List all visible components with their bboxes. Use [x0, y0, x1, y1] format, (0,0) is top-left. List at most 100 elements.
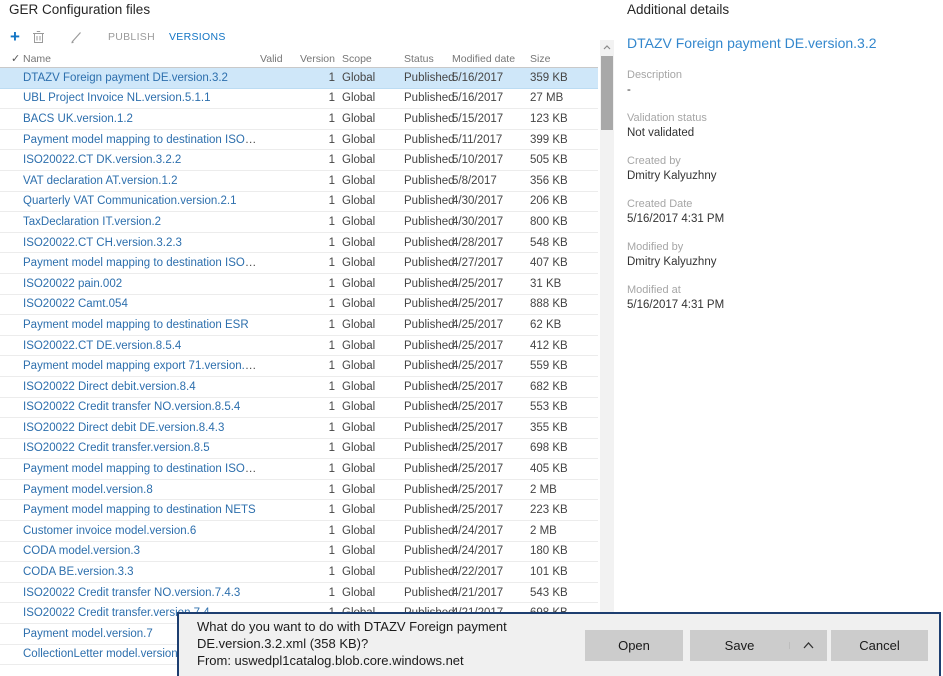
- file-name-link[interactable]: VAT declaration AT.version.1.2: [23, 174, 178, 187]
- file-name-link[interactable]: ISO20022.CT CH.version.3.2.3: [23, 236, 182, 249]
- file-name-link[interactable]: BACS UK.version.1.2: [23, 112, 133, 125]
- edit-button[interactable]: [70, 30, 94, 44]
- file-name-link[interactable]: ISO20022 Credit transfer NO.version.8.5.…: [23, 401, 241, 414]
- cell-scope: Global: [342, 524, 376, 537]
- table-row[interactable]: Payment model mapping to destination ISO…: [0, 459, 598, 480]
- cell-modified-date: 4/25/2017: [452, 421, 504, 434]
- column-header-status[interactable]: Status: [404, 52, 434, 65]
- field-label: Modified by: [627, 241, 684, 253]
- add-button[interactable]: +: [10, 27, 20, 46]
- file-name-link[interactable]: Payment model mapping to destination ISO…: [23, 133, 260, 146]
- file-name-link[interactable]: Payment model mapping to destination ISO…: [23, 257, 260, 270]
- table-row[interactable]: VAT declaration AT.version.1.2 1 Global …: [0, 171, 598, 192]
- table-row[interactable]: ISO20022 Credit transfer NO.version.8.5.…: [0, 398, 598, 419]
- table-row[interactable]: Payment model mapping export 71.version.…: [0, 356, 598, 377]
- file-name-link[interactable]: Quarterly VAT Communication.version.2.1: [23, 195, 237, 208]
- cell-scope: Global: [342, 277, 376, 290]
- table-row[interactable]: DTAZV Foreign payment DE.version.3.2 1 G…: [0, 68, 598, 89]
- table-row[interactable]: Payment model.version.8 1 Global Publish…: [0, 480, 598, 501]
- file-name-link[interactable]: Payment model mapping to destination ISO…: [23, 463, 260, 476]
- cell-status: Published: [404, 112, 455, 125]
- column-header-version[interactable]: Version: [299, 52, 335, 65]
- table-row[interactable]: Payment model mapping to destination NET…: [0, 500, 598, 522]
- open-button[interactable]: Open: [585, 630, 683, 661]
- file-name-link[interactable]: Payment model.version.7: [23, 627, 153, 640]
- cell-modified-date: 4/25/2017: [452, 277, 504, 290]
- table-row[interactable]: UBL Project Invoice NL.version.5.1.1 1 G…: [0, 89, 598, 110]
- column-header-size[interactable]: Size: [530, 52, 551, 65]
- file-name-link[interactable]: Payment model.version.8: [23, 483, 153, 496]
- cancel-button[interactable]: Cancel: [831, 630, 928, 661]
- column-header-valid[interactable]: Valid: [260, 52, 283, 65]
- table-row[interactable]: CODA BE.version.3.3 1 Global Published 4…: [0, 562, 598, 583]
- file-name-link[interactable]: ISO20022 Direct debit.version.8.4: [23, 380, 196, 393]
- file-name-link[interactable]: CODA BE.version.3.3: [23, 566, 134, 579]
- scrollbar-up-button[interactable]: [600, 40, 614, 55]
- file-name-link[interactable]: ISO20022.CT DK.version.3.2.2: [23, 154, 182, 167]
- table-row[interactable]: CODA model.version.3 1 Global Published …: [0, 542, 598, 563]
- toolbar: + PUBLISH VERSIONS: [10, 28, 240, 46]
- table-row[interactable]: ISO20022.CT DK.version.3.2.2 1 Global Pu…: [0, 150, 598, 171]
- table-row[interactable]: ISO20022 Direct debit DE.version.8.4.3 1…: [0, 418, 598, 439]
- table-row[interactable]: Payment model mapping to destination ISO…: [0, 253, 598, 274]
- file-name-link[interactable]: ISO20022 Camt.054: [23, 298, 128, 311]
- cell-status: Published: [404, 504, 455, 517]
- table-row[interactable]: Customer invoice model.version.6 1 Globa…: [0, 521, 598, 542]
- cell-status: Published: [404, 545, 455, 558]
- file-name-link[interactable]: Customer invoice model.version.6: [23, 524, 197, 537]
- details-field: Validation status Not validated: [627, 111, 927, 141]
- table-row[interactable]: ISO20022.CT CH.version.3.2.3 1 Global Pu…: [0, 233, 598, 254]
- cell-version: 1: [328, 112, 335, 125]
- file-name-link[interactable]: Payment model mapping to destination NET…: [23, 504, 256, 517]
- table-row[interactable]: ISO20022.CT DE.version.8.5.4 1 Global Pu…: [0, 336, 598, 357]
- scrollbar-thumb[interactable]: [601, 56, 613, 130]
- cell-version: 1: [328, 71, 335, 84]
- selected-file-link[interactable]: DTAZV Foreign payment DE.version.3.2: [627, 35, 877, 51]
- file-name-link[interactable]: DTAZV Foreign payment DE.version.3.2: [23, 71, 228, 84]
- cell-status: Published: [404, 277, 455, 290]
- cell-version: 1: [328, 257, 335, 270]
- grid-scrollbar[interactable]: [600, 40, 614, 612]
- cell-modified-date: 4/28/2017: [452, 236, 504, 249]
- versions-button[interactable]: VERSIONS: [168, 31, 226, 43]
- publish-button[interactable]: PUBLISH: [107, 31, 155, 43]
- column-header-name[interactable]: Name: [23, 52, 52, 65]
- file-name-link[interactable]: Payment model mapping to destination ESR: [23, 318, 249, 331]
- file-name-link[interactable]: ISO20022 Credit transfer.version.8.5: [23, 442, 210, 455]
- table-row[interactable]: Quarterly VAT Communication.version.2.1 …: [0, 192, 598, 213]
- cell-version: 1: [328, 298, 335, 311]
- cell-scope: Global: [342, 566, 376, 579]
- table-row[interactable]: TaxDeclaration IT.version.2 1 Global Pub…: [0, 212, 598, 233]
- column-header-scope[interactable]: Scope: [342, 52, 372, 65]
- table-row[interactable]: ISO20022 Credit transfer.version.8.5 1 G…: [0, 439, 598, 460]
- file-name-link[interactable]: Payment model mapping export 71.version.…: [23, 360, 260, 373]
- file-name-link[interactable]: CollectionLetter model.version.2: [23, 648, 188, 661]
- cell-scope: Global: [342, 360, 376, 373]
- details-title: Additional details: [627, 2, 730, 17]
- table-row[interactable]: Payment model mapping to destination ESR…: [0, 315, 598, 336]
- cell-version: 1: [328, 236, 335, 249]
- cell-version: 1: [328, 483, 335, 496]
- select-all-check-icon[interactable]: ✓: [11, 53, 21, 65]
- table-row[interactable]: ISO20022 Camt.054 1 Global Published 4/2…: [0, 295, 598, 316]
- table-row[interactable]: ISO20022 Credit transfer NO.version.7.4.…: [0, 583, 598, 604]
- save-button[interactable]: Save: [724, 638, 755, 653]
- delete-button[interactable]: [32, 30, 56, 44]
- cell-status: Published: [404, 421, 455, 434]
- table-row[interactable]: ISO20022 pain.002 1 Global Published 4/2…: [0, 274, 598, 295]
- table-row[interactable]: ISO20022 Direct debit.version.8.4 1 Glob…: [0, 377, 598, 398]
- file-name-link[interactable]: CODA model.version.3: [23, 545, 140, 558]
- table-row[interactable]: BACS UK.version.1.2 1 Global Published 5…: [0, 109, 598, 130]
- file-name-link[interactable]: ISO20022.CT DE.version.8.5.4: [23, 339, 182, 352]
- column-header-modified-date[interactable]: Modified date: [452, 52, 516, 65]
- table-row[interactable]: Payment model mapping to destination ISO…: [0, 130, 598, 151]
- save-options-button[interactable]: [789, 642, 827, 649]
- cell-modified-date: 4/25/2017: [452, 442, 504, 455]
- cell-status: Published: [404, 318, 455, 331]
- file-name-link[interactable]: ISO20022 Credit transfer NO.version.7.4.…: [23, 586, 241, 599]
- file-name-link[interactable]: TaxDeclaration IT.version.2: [23, 215, 162, 228]
- file-name-link[interactable]: ISO20022 pain.002: [23, 277, 123, 290]
- cell-size: 180 KB: [530, 545, 568, 558]
- file-name-link[interactable]: ISO20022 Direct debit DE.version.8.4.3: [23, 421, 225, 434]
- file-name-link[interactable]: UBL Project Invoice NL.version.5.1.1: [23, 92, 211, 105]
